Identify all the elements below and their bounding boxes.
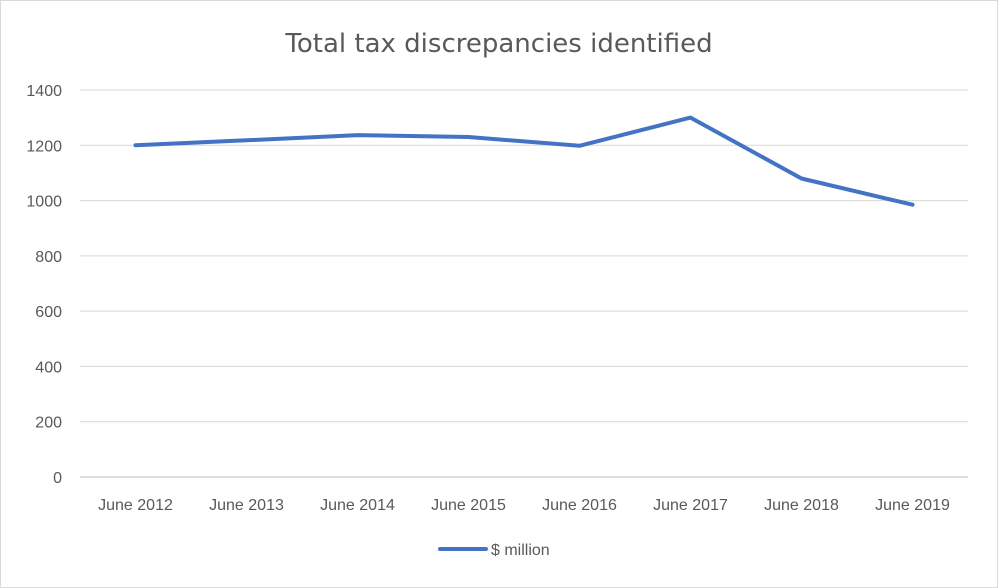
gridlines bbox=[80, 89, 968, 478]
x-tick-label: June 2012 bbox=[98, 497, 173, 514]
legend: $ million bbox=[438, 542, 550, 559]
y-tick-label: 800 bbox=[35, 249, 62, 266]
y-tick-label: 0 bbox=[53, 470, 62, 487]
x-tick-label: June 2018 bbox=[764, 497, 839, 514]
x-tick-label: June 2013 bbox=[209, 497, 284, 514]
x-tick-label: June 2016 bbox=[542, 497, 617, 514]
y-tick-label: 200 bbox=[35, 415, 62, 432]
x-tick-label: June 2015 bbox=[431, 497, 506, 514]
series-lines bbox=[133, 115, 915, 207]
x-tick-label: June 2014 bbox=[320, 497, 395, 514]
y-tick-label: 600 bbox=[35, 304, 62, 321]
x-tick-label: June 2019 bbox=[875, 497, 950, 514]
legend-label: $ million bbox=[491, 542, 550, 559]
y-tick-label: 1400 bbox=[26, 83, 62, 100]
chart-title: Total tax discrepancies identified bbox=[284, 29, 712, 59]
x-tick-label: June 2017 bbox=[653, 497, 728, 514]
x-axis-ticks: June 2012 June 2013 June 2014 June 2015 June… bbox=[98, 497, 950, 514]
y-tick-label: 1000 bbox=[26, 194, 62, 211]
series-line bbox=[133, 115, 915, 207]
y-axis-ticks: 0 200 400 600 800 1000 1200 1400 bbox=[26, 83, 62, 487]
y-tick-label: 400 bbox=[35, 359, 62, 376]
y-tick-label: 1200 bbox=[26, 138, 62, 155]
